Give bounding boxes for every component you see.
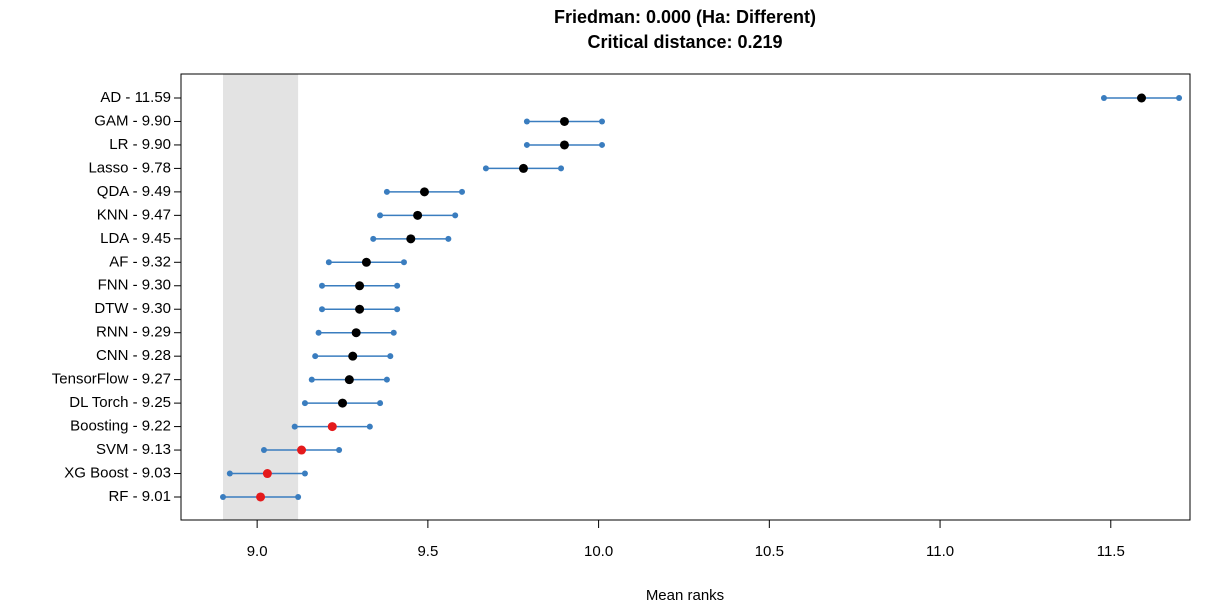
interval-low: [260, 447, 267, 454]
interval-low: [377, 212, 384, 219]
x-tick-label: 9.0: [247, 543, 268, 560]
plot-frame: [180, 73, 1191, 521]
mean-rank-point: [355, 304, 365, 314]
interval-high: [599, 118, 606, 125]
interval-low: [312, 353, 319, 360]
y-tick-label: SVM - 9.13: [96, 441, 171, 458]
interval-low: [482, 165, 489, 172]
mean-rank-point: [351, 328, 361, 338]
mean-rank-point: [413, 210, 423, 220]
y-tick-label: KNN - 9.47: [97, 206, 171, 223]
y-tick-label: DL Torch - 9.25: [69, 394, 171, 411]
mean-rank-point: [1137, 93, 1147, 103]
interval-high: [452, 212, 459, 219]
shaded-range: [222, 74, 299, 520]
y-tick-label: LR - 9.90: [109, 136, 171, 153]
interval-high: [394, 282, 401, 289]
mean-rank-point: [348, 351, 358, 361]
interval-high: [1176, 95, 1183, 101]
mean-rank-point: [361, 257, 371, 267]
mean-rank-point: [355, 281, 365, 291]
y-tick-label: FNN - 9.30: [98, 277, 171, 294]
interval-high: [377, 400, 384, 407]
interval-high: [387, 353, 394, 360]
mean-rank-point: [256, 492, 266, 502]
interval-high: [558, 165, 565, 172]
y-tick-label: XG Boost - 9.03: [64, 464, 171, 481]
interval-low: [383, 188, 390, 195]
interval-high: [400, 259, 407, 266]
interval-high: [301, 470, 308, 477]
y-tick-label: RF - 9.01: [108, 488, 171, 505]
interval-high: [459, 188, 466, 195]
y-tick-label: AD - 11.59: [100, 89, 171, 106]
interval-high: [390, 329, 397, 336]
mean-rank-point: [262, 469, 272, 479]
interval-low: [219, 493, 226, 500]
interval-low: [319, 306, 326, 313]
y-tick-label: Boosting - 9.22: [70, 418, 171, 435]
mean-rank-point: [559, 116, 569, 126]
interval-low: [370, 235, 377, 242]
y-tick-label: LDA - 9.45: [100, 230, 171, 247]
interval-high: [366, 423, 373, 430]
interval-low: [226, 470, 233, 477]
interval-low: [301, 400, 308, 407]
interval-low: [315, 329, 322, 336]
x-tick-label: 9.5: [417, 543, 438, 560]
y-tick-label: GAM - 9.90: [94, 112, 171, 129]
mean-rank-point: [327, 422, 337, 432]
y-tick-label: CNN - 9.28: [96, 347, 171, 364]
interval-low: [1100, 95, 1107, 101]
interval-high: [599, 141, 606, 148]
mean-rank-point: [338, 398, 348, 408]
interval-high: [394, 306, 401, 313]
interval-high: [383, 376, 390, 383]
chart-subtitle: Critical distance: 0.219: [587, 32, 782, 52]
interval-high: [445, 235, 452, 242]
x-tick-label: 10.0: [584, 543, 613, 560]
y-tick-label: TensorFlow - 9.27: [52, 371, 171, 388]
chart-title: Friedman: 0.000 (Ha: Different): [554, 7, 816, 27]
interval-low: [291, 423, 298, 430]
mean-rank-point: [419, 187, 429, 197]
y-tick-label: Lasso - 9.78: [88, 159, 171, 176]
mean-rank-point: [406, 234, 416, 244]
y-tick-label: RNN - 9.29: [96, 324, 171, 341]
x-axis-label: Mean ranks: [646, 587, 724, 604]
mean-rank-point: [344, 375, 354, 385]
interval-low: [523, 118, 530, 125]
x-tick-label: 11.5: [1097, 543, 1125, 560]
interval-low: [308, 376, 315, 383]
mean-rank-point: [518, 163, 528, 173]
x-tick-label: 11.0: [926, 543, 954, 560]
y-tick-label: QDA - 9.49: [97, 183, 171, 200]
interval-high: [336, 447, 343, 454]
mean-rank-point: [559, 140, 569, 150]
y-tick-label: AF - 9.32: [109, 253, 171, 270]
interval-low: [319, 282, 326, 289]
mean-rank-point: [297, 445, 307, 455]
y-tick-label: DTW - 9.30: [94, 300, 171, 317]
interval-high: [295, 493, 302, 500]
interval-low: [523, 141, 530, 148]
x-tick-label: 10.5: [755, 543, 784, 560]
interval-low: [325, 259, 332, 266]
